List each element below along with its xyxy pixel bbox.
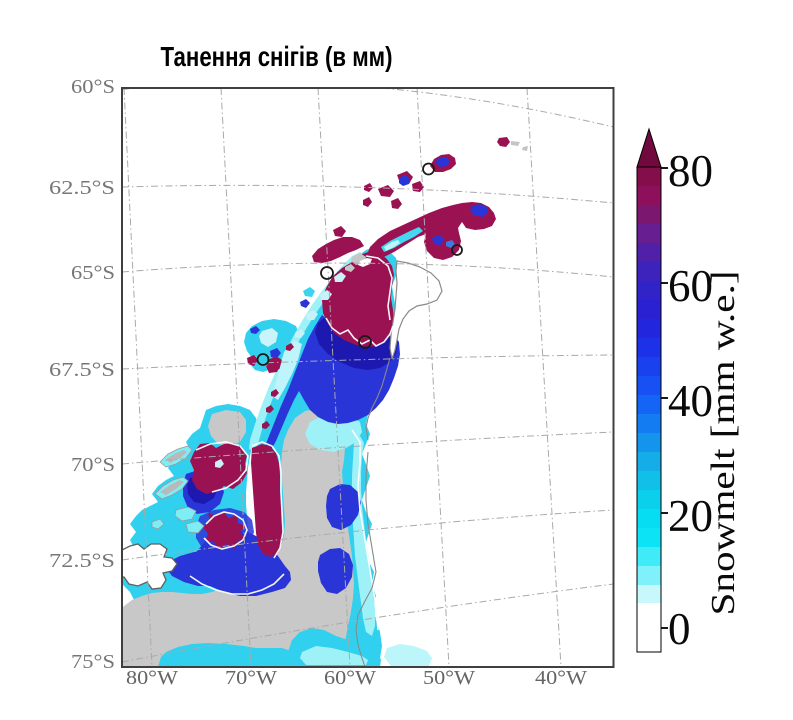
- svg-text:40°W: 40°W: [535, 667, 587, 689]
- svg-text:Танення снігів (в мм): Танення снігів (в мм): [161, 41, 393, 72]
- svg-text:0: 0: [668, 604, 691, 654]
- svg-text:70°W: 70°W: [225, 667, 277, 689]
- svg-text:62.5°S: 62.5°S: [49, 177, 115, 199]
- svg-text:50°W: 50°W: [423, 667, 475, 689]
- svg-text:60°S: 60°S: [71, 76, 115, 98]
- svg-text:70°S: 70°S: [71, 454, 115, 476]
- svg-text:80: 80: [668, 146, 713, 196]
- svg-text:60: 60: [668, 261, 713, 311]
- svg-text:60°W: 60°W: [324, 667, 376, 689]
- svg-text:Snowmelt [mm w.e.]: Snowmelt [mm w.e.]: [705, 271, 742, 616]
- svg-text:40: 40: [668, 376, 713, 426]
- svg-text:80°W: 80°W: [126, 667, 178, 689]
- svg-text:72.5°S: 72.5°S: [49, 550, 115, 572]
- svg-text:65°S: 65°S: [71, 262, 115, 284]
- svg-text:75°S: 75°S: [71, 651, 115, 673]
- svg-text:67.5°S: 67.5°S: [49, 359, 115, 381]
- svg-text:20: 20: [668, 491, 713, 541]
